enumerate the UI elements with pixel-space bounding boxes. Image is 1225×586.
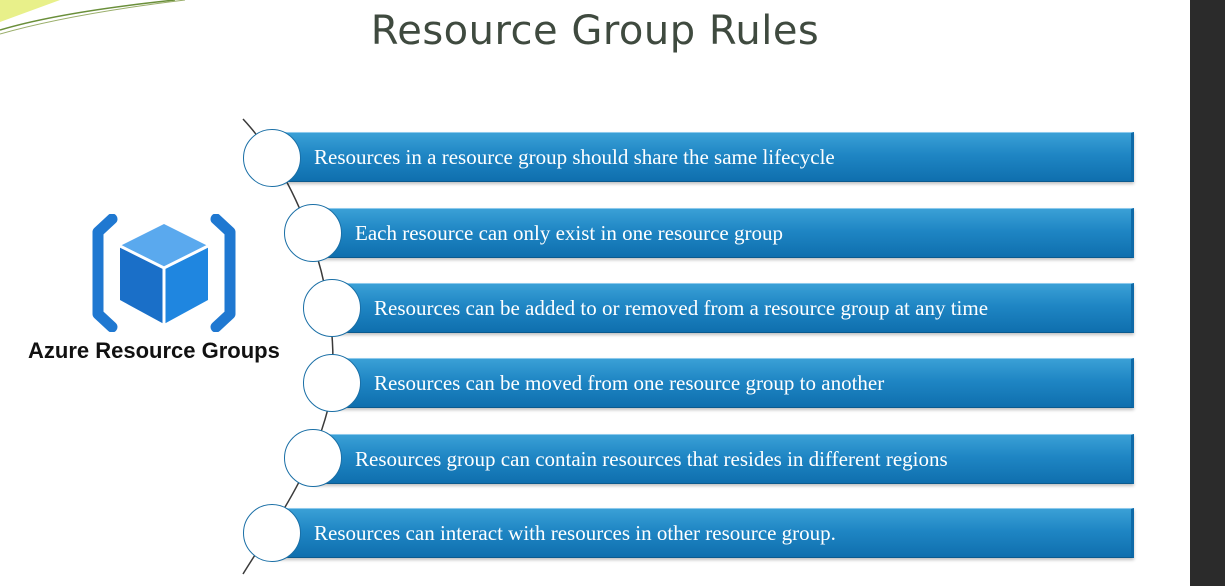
rule-bullet <box>284 429 342 487</box>
rule-bar: Resources can be moved from one resource… <box>332 358 1134 408</box>
rule-text: Resources in a resource group should sha… <box>314 145 835 169</box>
rule-bar: Each resource can only exist in one reso… <box>313 208 1134 258</box>
window-edge-bar <box>1190 0 1225 586</box>
rule-bar: Resources can interact with resources in… <box>272 508 1134 558</box>
rule-bullet <box>303 354 361 412</box>
logo-label: Azure Resource Groups <box>28 338 280 363</box>
page-title: Resource Group Rules <box>370 8 820 54</box>
rule-bullet <box>243 504 301 562</box>
rule-text: Resources can interact with resources in… <box>314 521 836 545</box>
rule-text: Resources group can contain resources th… <box>355 447 948 471</box>
rule-text: Each resource can only exist in one reso… <box>355 221 783 245</box>
rule-bar: Resources in a resource group should sha… <box>272 132 1134 182</box>
rule-bullet <box>243 129 301 187</box>
rule-bullet <box>303 279 361 337</box>
rule-bullet <box>284 204 342 262</box>
slide: Resource Group Rules Resources in a reso… <box>0 0 1134 575</box>
rule-bar: Resources group can contain resources th… <box>313 434 1134 484</box>
rule-text: Resources can be moved from one resource… <box>374 371 885 395</box>
corner-decoration <box>0 0 186 35</box>
resource-group-cube-icon <box>92 214 236 332</box>
rule-bar: Resources can be added to or removed fro… <box>332 283 1134 333</box>
rule-text: Resources can be added to or removed fro… <box>374 296 989 320</box>
